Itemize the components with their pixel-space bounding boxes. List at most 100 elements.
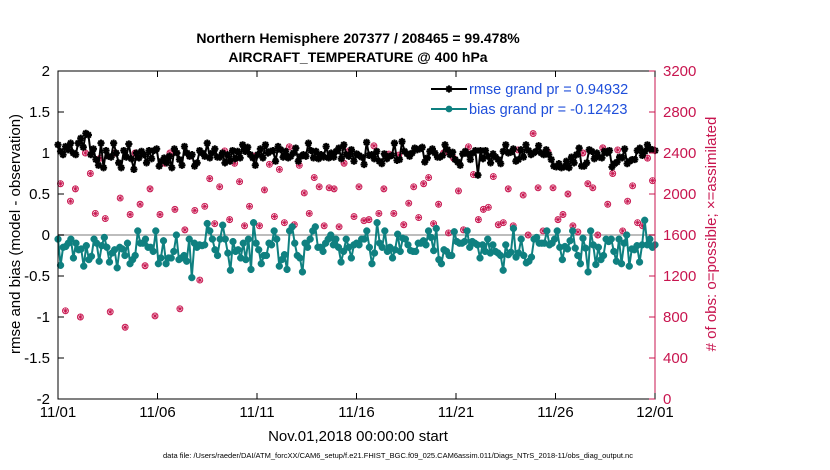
rmse-point	[67, 139, 75, 147]
bias-point	[275, 262, 283, 270]
obs-possible-marker	[410, 183, 418, 191]
obs-possible-marker	[400, 221, 408, 229]
obs-assimilated-marker	[301, 190, 307, 196]
rmse-point	[142, 159, 151, 167]
bias-point	[87, 252, 96, 260]
obs-assimilated-marker	[535, 185, 541, 191]
rmse-point	[175, 155, 184, 164]
bias-point	[319, 247, 327, 256]
bias-point	[607, 235, 615, 243]
rmse-point	[428, 145, 436, 153]
obs-possible-marker	[629, 182, 637, 190]
obs-possible-marker	[415, 214, 423, 222]
rmse-point	[555, 160, 563, 168]
obs-possible-marker	[489, 173, 497, 181]
obs-assimilated-marker	[336, 224, 342, 230]
obs-assimilated-marker	[435, 201, 442, 207]
rmse-point	[322, 142, 330, 151]
obs-assimilated-marker	[316, 184, 322, 190]
obs-assimilated-marker	[217, 184, 223, 190]
obs-possible-marker	[499, 219, 507, 227]
bias-point	[95, 257, 103, 265]
obs-possible-marker	[355, 183, 363, 191]
bias-point	[496, 251, 505, 260]
obs-assimilated-marker	[296, 162, 302, 168]
bias-point	[203, 219, 211, 228]
obs-assimilated-marker	[600, 145, 606, 151]
rmse-point	[497, 160, 505, 168]
obs-possible-marker	[136, 200, 144, 208]
bias-point	[563, 245, 572, 253]
rmse-point	[398, 137, 406, 146]
rmse-point	[605, 146, 614, 155]
data-file-footer: data file: /Users/raeder/DAI/ATM_forcXX/…	[163, 451, 633, 460]
rmse-point	[474, 171, 482, 179]
bias-point	[257, 260, 265, 268]
bias-point	[67, 235, 75, 243]
rmse-point	[456, 161, 464, 169]
bias-point	[332, 235, 340, 243]
obs-assimilated-marker	[615, 147, 621, 153]
rmse-point	[77, 134, 85, 142]
rmse-point	[395, 155, 404, 164]
bias-point	[587, 227, 595, 235]
rmse-point	[168, 164, 176, 172]
bias-point	[159, 237, 168, 245]
obs-possible-marker	[236, 178, 244, 186]
bias-point	[201, 241, 209, 249]
obs-possible-marker	[171, 205, 179, 213]
obs-assimilated-marker	[411, 184, 417, 190]
rmse-point	[226, 157, 234, 165]
rmse-point	[180, 142, 189, 151]
obs-assimilated-marker	[634, 220, 641, 226]
obs-assimilated-marker	[82, 150, 88, 156]
bias-point	[484, 235, 492, 243]
rmse-point	[61, 142, 70, 151]
obs-assimilated-marker	[426, 175, 432, 181]
bias-point	[291, 239, 299, 247]
bias-point	[280, 251, 289, 259]
rmse-point	[360, 160, 368, 169]
bias-point	[584, 268, 592, 276]
obs-possible-marker	[265, 160, 273, 168]
rmse-point	[540, 151, 548, 159]
obs-possible-marker	[594, 231, 602, 239]
rmse-point	[423, 154, 431, 162]
obs-assimilated-marker	[610, 170, 616, 177]
bias-point	[412, 247, 420, 256]
obs-assimilated-marker	[460, 227, 467, 233]
rmse-point	[481, 146, 490, 155]
y-right-tick-label: 3200	[663, 63, 696, 80]
obs-assimilated-marker	[560, 211, 566, 218]
bias-point	[105, 258, 114, 266]
rmse-point	[643, 141, 652, 149]
obs-assimilated-marker	[485, 204, 491, 210]
obs-assimilated-marker	[540, 228, 546, 234]
rmse-point	[443, 146, 452, 154]
obs-assimilated-marker	[639, 223, 646, 229]
rmse-point	[380, 150, 388, 158]
obs-possible-marker	[201, 202, 209, 210]
obs-assimilated-marker	[351, 213, 357, 220]
obs-possible-marker	[261, 186, 268, 194]
bias-point	[499, 266, 507, 274]
obs-assimilated-marker	[202, 203, 208, 209]
obs-possible-marker	[524, 231, 532, 239]
obs-assimilated-marker	[565, 191, 571, 197]
rmse-point	[552, 163, 560, 171]
obs-assimilated-marker	[197, 277, 203, 283]
rmse-point	[304, 139, 313, 147]
rmse-point	[254, 151, 262, 159]
bias-point	[427, 233, 435, 242]
rmse-point	[489, 150, 497, 158]
bias-point	[247, 265, 255, 274]
bias-point	[646, 235, 654, 243]
obs-possible-marker	[196, 276, 204, 284]
rmse-point	[438, 151, 447, 160]
rmse-point	[163, 159, 171, 167]
x-tick-label: 11/01	[40, 404, 76, 421]
rmse-point	[357, 153, 366, 161]
rmse-point	[99, 164, 108, 172]
rmse-point	[125, 140, 133, 148]
obs-possible-marker	[484, 203, 492, 211]
